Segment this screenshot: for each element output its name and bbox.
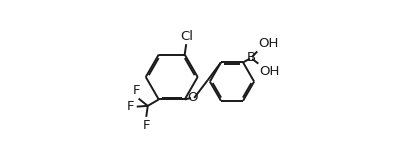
Text: OH: OH bbox=[259, 65, 279, 78]
Text: OH: OH bbox=[258, 37, 278, 50]
Text: O: O bbox=[186, 91, 197, 104]
Text: B: B bbox=[246, 51, 255, 65]
Text: F: F bbox=[142, 119, 149, 132]
Text: F: F bbox=[126, 100, 134, 113]
Text: Cl: Cl bbox=[179, 30, 192, 43]
Text: F: F bbox=[133, 84, 140, 97]
